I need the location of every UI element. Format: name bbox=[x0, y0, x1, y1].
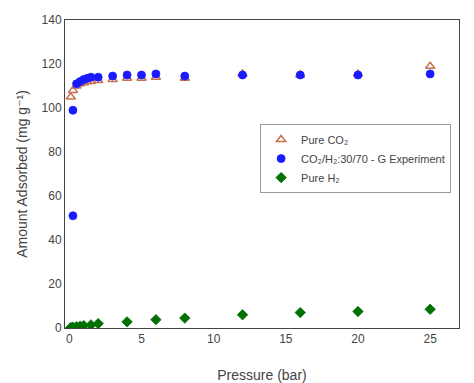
svg-text:0: 0 bbox=[55, 321, 62, 335]
svg-text:Pure CO₂: Pure CO₂ bbox=[301, 134, 348, 146]
svg-text:15: 15 bbox=[279, 332, 293, 346]
svg-text:120: 120 bbox=[42, 57, 62, 71]
svg-text:0: 0 bbox=[66, 332, 73, 346]
svg-text:Pure H₂: Pure H₂ bbox=[301, 172, 340, 184]
svg-text:60: 60 bbox=[48, 189, 62, 203]
svg-text:20: 20 bbox=[48, 277, 62, 291]
svg-text:100: 100 bbox=[42, 101, 62, 115]
svg-text:25: 25 bbox=[423, 332, 437, 346]
svg-text:40: 40 bbox=[48, 233, 62, 247]
svg-text:5: 5 bbox=[138, 332, 145, 346]
svg-text:140: 140 bbox=[42, 13, 62, 27]
svg-text:CO₂/H₂:30/70 - G Experiment: CO₂/H₂:30/70 - G Experiment bbox=[301, 153, 445, 165]
svg-text:80: 80 bbox=[48, 145, 62, 159]
svg-text:10: 10 bbox=[207, 332, 221, 346]
svg-text:Pressure (bar): Pressure (bar) bbox=[217, 367, 306, 383]
svg-text:20: 20 bbox=[351, 332, 365, 346]
svg-text:Amount Adsorbed (mg g⁻¹): Amount Adsorbed (mg g⁻¹) bbox=[14, 90, 30, 258]
